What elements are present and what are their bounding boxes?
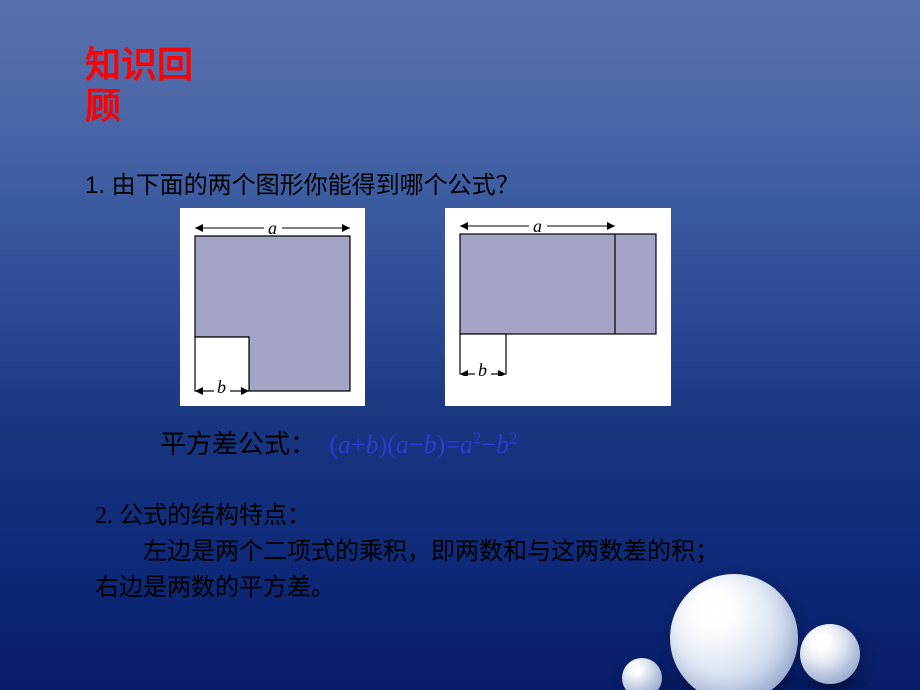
figure-2-svg: a b — [455, 216, 661, 376]
figures-row: a b — [180, 208, 671, 406]
var-b1: b — [366, 430, 379, 459]
fig1-a-label: a — [268, 218, 277, 238]
sym-minus1: − — [409, 430, 424, 459]
sphere-mid — [800, 624, 860, 684]
sym-plus: + — [351, 430, 366, 459]
q2-line2: 左边是两个二项式的乘积，即两数和与这两数差的积； — [95, 534, 835, 570]
figure-2: a b — [445, 208, 671, 406]
var-b3: b — [496, 430, 509, 459]
exp-2b: 2 — [509, 428, 517, 447]
var-b2: b — [424, 430, 437, 459]
var-a2: a — [396, 430, 409, 459]
formula-expression: (a+b)(a−b)=a2−b2 — [329, 430, 517, 459]
figure-1-svg: a b — [190, 216, 355, 396]
fig2-b-label: b — [478, 360, 487, 376]
slide: 知识回顾 1. 由下面的两个图形你能得到哪个公式？ a — [0, 0, 920, 690]
sphere-small — [622, 658, 662, 690]
q2-line1: 2. 公式的结构特点： — [95, 498, 835, 534]
formula-label: 平方差公式： — [160, 429, 316, 459]
section-title: 知识回顾 — [85, 44, 225, 127]
sym-minus2: − — [481, 430, 496, 459]
sphere-big — [670, 574, 798, 690]
var-a3: a — [460, 430, 473, 459]
question-1: 1. 由下面的两个图形你能得到哪个公式？ — [85, 165, 520, 200]
fig1-b-label: b — [217, 377, 226, 396]
sym-open: ( — [329, 430, 338, 459]
var-a1: a — [338, 430, 351, 459]
sym-mid2: )= — [437, 430, 460, 459]
sym-mid1: )( — [379, 430, 396, 459]
figure-1: a b — [180, 208, 365, 406]
formula-row: 平方差公式： (a+b)(a−b)=a2−b2 — [160, 424, 518, 461]
fig2-a-label: a — [533, 216, 542, 236]
